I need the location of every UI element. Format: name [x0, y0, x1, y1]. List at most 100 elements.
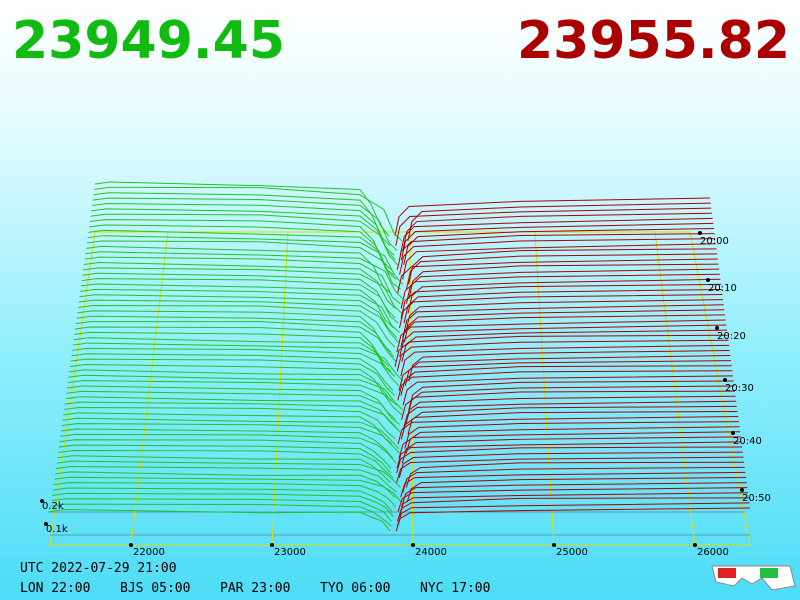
ask-depth-line [405, 395, 736, 425]
ask-depth-line [396, 339, 729, 372]
glasses-icon [711, 565, 796, 591]
bid-depth-line [65, 396, 398, 430]
ask-depth-line [402, 400, 737, 430]
bid-depth-line [86, 240, 401, 290]
time-label: 20:30 [725, 383, 754, 394]
bid-depth-line [83, 262, 396, 309]
bid-depth-line [86, 245, 392, 295]
volume-tick [44, 522, 48, 526]
bid-depth-line [73, 337, 396, 377]
ask-depth-line [402, 375, 733, 406]
ask-depth-line [397, 487, 748, 512]
bid-depth-line [80, 288, 400, 334]
bid-depth-line [78, 299, 399, 343]
bid-depth-line [61, 423, 401, 454]
bid-depth-line [51, 498, 392, 522]
ask-depth-line [396, 456, 744, 483]
bid-depth-line [52, 487, 393, 512]
city-clock: NYC 17:00 [420, 581, 490, 596]
ask-depth-line [401, 329, 728, 362]
time-tick [706, 278, 710, 282]
bid-depth-line [94, 181, 390, 237]
ask-depth-line [406, 253, 718, 290]
time-label: 20:50 [742, 493, 771, 504]
bid-depth-line [76, 315, 395, 358]
time-tick [740, 488, 744, 492]
price-grid-line [130, 231, 169, 546]
city-clock: PAR 23:00 [220, 581, 290, 596]
ask-depth-line [407, 385, 735, 416]
ask-depth-line [400, 365, 732, 396]
ask-price: 23955.82 [517, 11, 790, 71]
price-label: 23000 [274, 547, 306, 558]
bid-depth-line [77, 310, 392, 353]
bid-depth-line [77, 304, 396, 348]
bid-depth-line [74, 331, 392, 372]
bid-depth-line [92, 197, 398, 251]
utc-time: UTC 2022-07-29 21:00 [20, 561, 177, 576]
bid-depth-line [71, 353, 394, 392]
bid-depth-line [62, 417, 400, 450]
bid-depth-line [53, 482, 397, 508]
ask-depth-line [397, 416, 739, 445]
time-tick [723, 378, 727, 382]
ask-depth-line [395, 507, 751, 532]
time-label: 20:10 [708, 283, 737, 294]
ask-depth-line [403, 309, 725, 343]
ask-depth-line [408, 248, 717, 285]
bid-depth-line [70, 358, 396, 396]
price-grid-line [654, 231, 696, 546]
price-tick [693, 543, 697, 547]
ask-depth-line [400, 471, 746, 498]
ask-depth-line [394, 197, 711, 237]
bid-depth-line [58, 444, 391, 474]
bid-depth-line [67, 380, 403, 416]
ask-depth-line [402, 243, 716, 280]
bid-depth-line [85, 251, 404, 300]
bid-depth-line [69, 369, 398, 406]
ask-depth-line [408, 349, 730, 382]
volume-label: 0.1k [46, 524, 68, 535]
ask-depth-line [396, 502, 750, 527]
ask-depth-line [396, 446, 743, 474]
price-tick [270, 543, 274, 547]
ask-depth-line [396, 319, 726, 353]
bid-depth-line [72, 347, 400, 387]
bid-depth-line [68, 374, 404, 411]
bid-depth-line [50, 503, 392, 527]
ask-depth-line [407, 405, 737, 435]
price-label: 22000 [133, 547, 165, 558]
bid-depth-line [75, 326, 390, 367]
time-tick [731, 431, 735, 435]
ask-depth-line [394, 334, 728, 367]
ask-depth-line [405, 426, 740, 454]
ask-depth-line [399, 217, 713, 256]
ask-depth-line [404, 421, 739, 449]
bid-depth-line [90, 213, 399, 266]
volume-label: 0.2k [42, 501, 64, 512]
bid-price: 23949.45 [12, 11, 285, 71]
ask-depth-line [403, 288, 722, 324]
ask-depth-line [396, 441, 742, 469]
ask-depth-line [395, 207, 712, 246]
ask-depth-line [400, 410, 738, 440]
price-label: 25000 [556, 547, 588, 558]
ask-depth-line [398, 431, 741, 459]
ask-depth-line [407, 278, 721, 314]
depth-surface [49, 181, 751, 546]
price-label: 26000 [697, 547, 729, 558]
city-clock: LON 22:00 [20, 581, 90, 596]
city-clock: TYO 06:00 [320, 581, 390, 596]
bid-depth-line [72, 342, 404, 382]
bid-depth-line [49, 508, 391, 532]
price-grid-line [271, 231, 289, 546]
price-grid-line [534, 231, 555, 546]
ask-depth-line [403, 227, 714, 266]
ask-depth-line [400, 283, 722, 319]
ask-depth-line [397, 370, 733, 401]
ask-depth-line [404, 355, 731, 387]
ask-depth-line [405, 268, 720, 304]
bid-depth-line [93, 192, 391, 247]
bid-depth-line [56, 460, 401, 488]
time-tick [715, 326, 719, 330]
